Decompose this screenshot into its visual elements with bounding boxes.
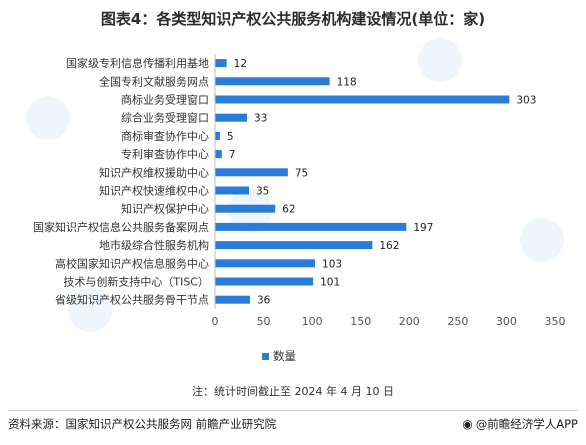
bars-group (215, 59, 510, 304)
category-label: 高校国家知识产权信息服务中心 (55, 256, 209, 270)
x-tick-label: 300 (496, 315, 517, 328)
legend-label: 数量 (273, 349, 296, 363)
category-label: 知识产权快速维权中心 (99, 184, 209, 198)
bar (215, 204, 276, 213)
data-label: 103 (322, 258, 342, 270)
category-label: 国家级专利信息传播利用基地 (66, 56, 209, 70)
footnote: 注：统计时间截止至 2024 年 4 月 10 日 (192, 385, 394, 398)
watermark-logo (68, 288, 112, 332)
x-tick-label: 350 (545, 315, 566, 328)
bar (215, 222, 407, 231)
bar (215, 131, 220, 140)
watermark-logo (520, 218, 564, 262)
data-label: 36 (257, 295, 271, 307)
x-tick-label: 50 (257, 315, 271, 328)
chart-title: 图表4：各类型知识产权公共服务机构建设情况(单位：家) (100, 10, 486, 28)
data-label: 5 (227, 131, 234, 143)
data-label: 118 (337, 76, 357, 88)
legend-swatch (262, 352, 269, 360)
data-label: 75 (295, 167, 308, 179)
x-tick-label: 0 (212, 315, 219, 328)
bar (215, 113, 248, 122)
data-label: 162 (379, 240, 399, 252)
category-label: 技术与创新支持中心（TISC） (63, 275, 209, 289)
x-tick-label: 100 (302, 315, 323, 328)
category-label: 省级知识产权公共服务骨干节点 (55, 293, 209, 307)
footer-divider (8, 410, 578, 411)
legend: 数量 (262, 348, 296, 364)
category-labels: 国家级专利信息传播利用基地全国专利文献服务网点商标业务受理窗口综合业务受理窗口商… (33, 56, 209, 307)
data-label: 62 (282, 204, 295, 216)
category-label: 全国专利文献服务网点 (99, 74, 209, 88)
brand: ◉ @前瞻经济学人APP (462, 416, 578, 432)
data-label: 12 (234, 58, 247, 70)
bar (215, 77, 330, 86)
bar (215, 59, 227, 68)
eye-logo-icon: ◉ (462, 417, 473, 431)
data-label: 33 (254, 113, 267, 125)
data-labels: 12 118 303 33 5 7 75 35 62 197 162 103 101 36 (227, 58, 537, 307)
category-label: 知识产权保护中心 (121, 202, 209, 216)
category-label: 商标业务受理窗口 (121, 93, 209, 107)
watermark-logo (418, 38, 462, 82)
bar (215, 241, 373, 250)
bar (215, 295, 250, 304)
data-label: 35 (256, 186, 269, 198)
bar (215, 277, 314, 286)
data-label: 197 (413, 222, 433, 234)
bar (215, 186, 249, 195)
x-tick-label: 200 (399, 315, 420, 328)
bar (215, 259, 316, 268)
bar (215, 168, 288, 177)
data-label: 101 (320, 277, 340, 289)
x-tick-label: 150 (350, 315, 371, 328)
watermark-group (26, 38, 564, 332)
bar (215, 150, 222, 159)
brand-text: @前瞻经济学人APP (475, 417, 578, 431)
category-label: 地市级综合性服务机构 (99, 238, 209, 252)
category-label: 商标审查协作中心 (121, 129, 209, 143)
bar (215, 95, 510, 104)
data-label: 7 (229, 149, 236, 161)
watermark-logo (26, 96, 70, 140)
x-axis-ticks: 0 50 100 150 200 250 300 350 (212, 315, 566, 328)
x-tick-label: 250 (447, 315, 468, 328)
category-label: 国家知识产权信息公共服务备案网点 (33, 220, 209, 234)
category-label: 专利审查协作中心 (121, 147, 209, 161)
category-label: 知识产权维权援助中心 (99, 165, 209, 179)
source-text: 资料来源：国家知识产权公共服务网 前瞻产业研究院 (8, 417, 277, 431)
category-label: 综合业务受理窗口 (121, 111, 209, 125)
data-label: 303 (516, 95, 536, 107)
